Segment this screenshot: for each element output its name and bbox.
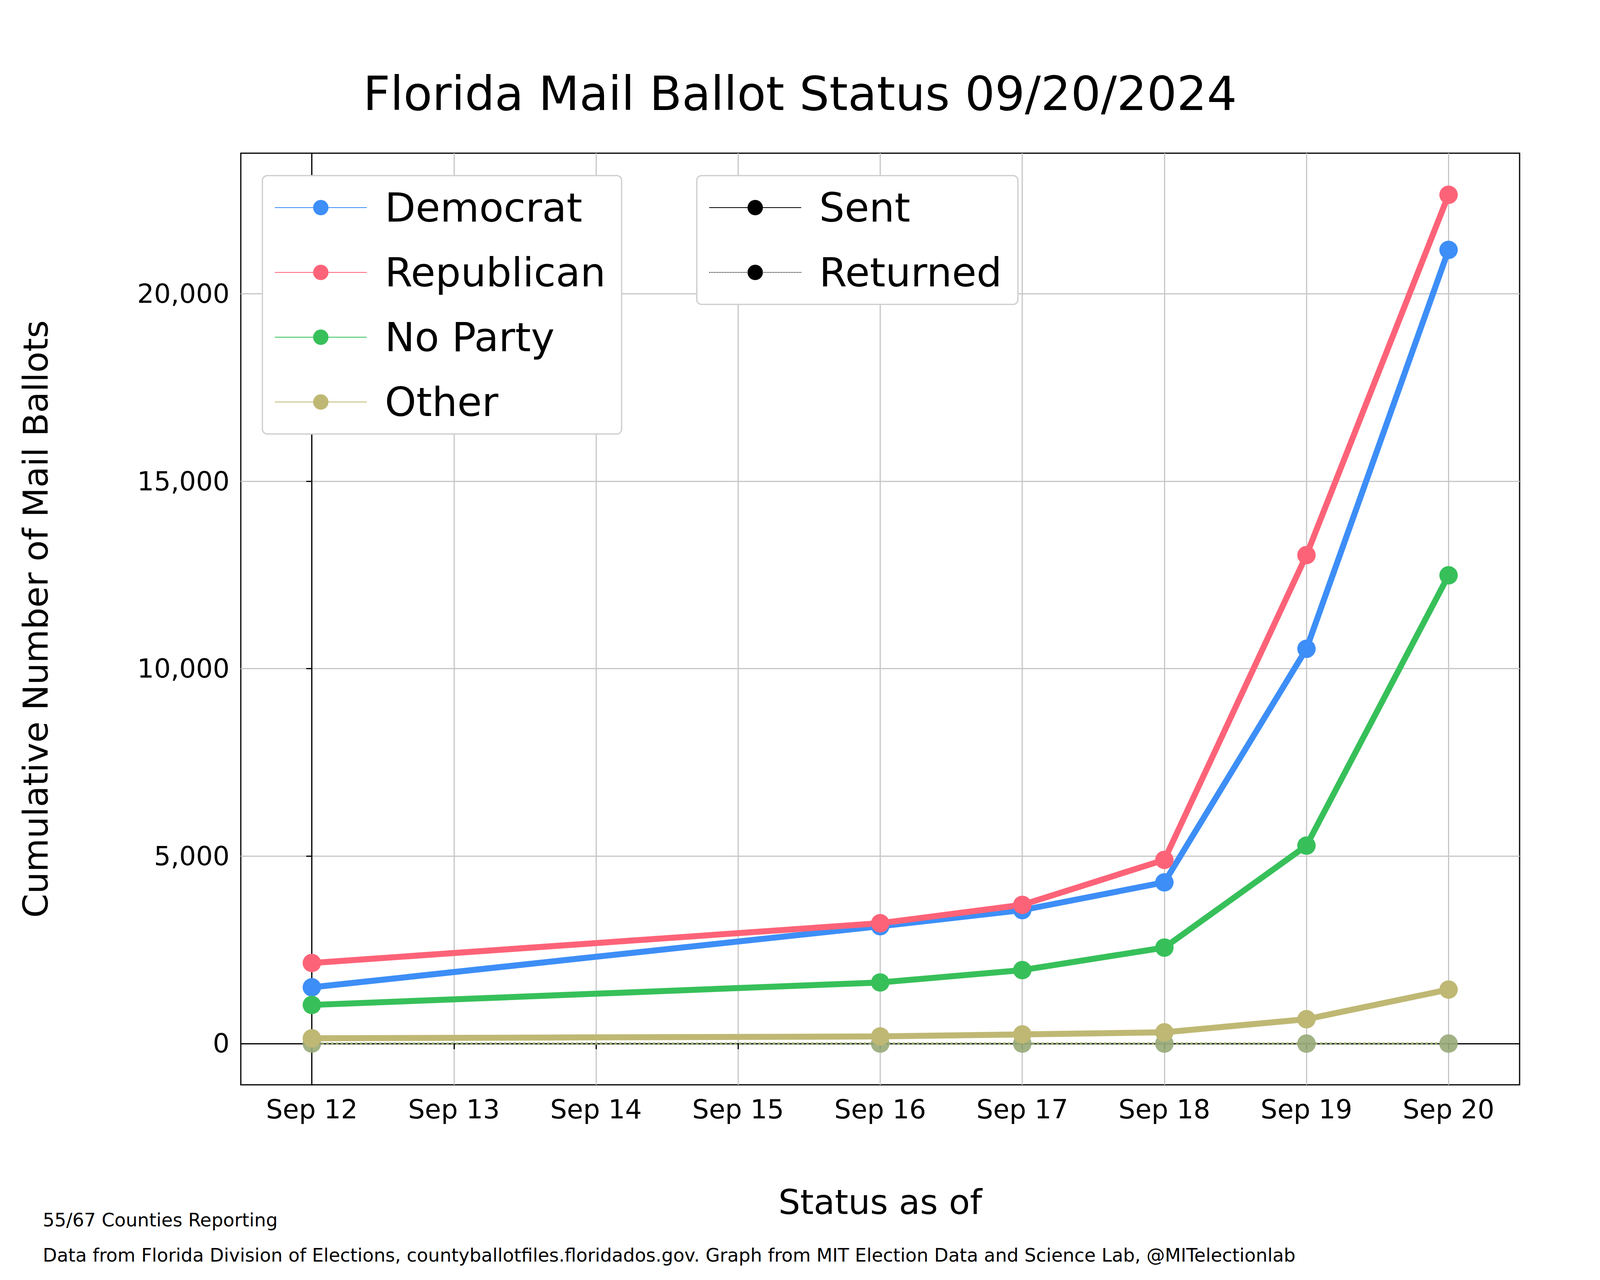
svg-text:Sep 17: Sep 17 [976,1094,1068,1125]
svg-text:0: 0 [212,1028,230,1059]
svg-text:Status as of: Status as of [778,1182,983,1222]
svg-text:55/67 Counties Reporting: 55/67 Counties Reporting [42,1209,278,1231]
svg-text:20,000: 20,000 [137,278,230,310]
svg-text:Sep 20: Sep 20 [1402,1094,1495,1125]
svg-text:Sep 19: Sep 19 [1260,1094,1352,1125]
svg-text:Democrat: Democrat [384,184,583,232]
svg-text:Sep 15: Sep 15 [692,1094,784,1125]
svg-text:Sep 18: Sep 18 [1118,1094,1210,1125]
svg-text:No Party: No Party [384,314,555,361]
svg-text:5,000: 5,000 [154,840,230,872]
svg-text:Sent: Sent [819,184,911,232]
svg-text:Republican: Republican [384,249,606,296]
svg-text:Data from Florida Division of: Data from Florida Division of Elections,… [42,1244,1296,1266]
svg-text:Other: Other [384,378,499,426]
svg-text:10,000: 10,000 [137,653,230,684]
svg-text:Sep 13: Sep 13 [408,1094,500,1125]
svg-text:Sep 12: Sep 12 [266,1094,358,1125]
svg-text:Cumulative Number of Mail Ball: Cumulative Number of Mail Ballots [15,320,56,918]
svg-text:15,000: 15,000 [137,466,230,497]
svg-text:Returned: Returned [819,249,1002,296]
svg-text:Sep 16: Sep 16 [834,1094,926,1125]
svg-text:Florida Mail Ballot Status 09/: Florida Mail Ballot Status 09/20/2024 [363,66,1238,122]
svg-text:Sep 14: Sep 14 [550,1094,642,1125]
